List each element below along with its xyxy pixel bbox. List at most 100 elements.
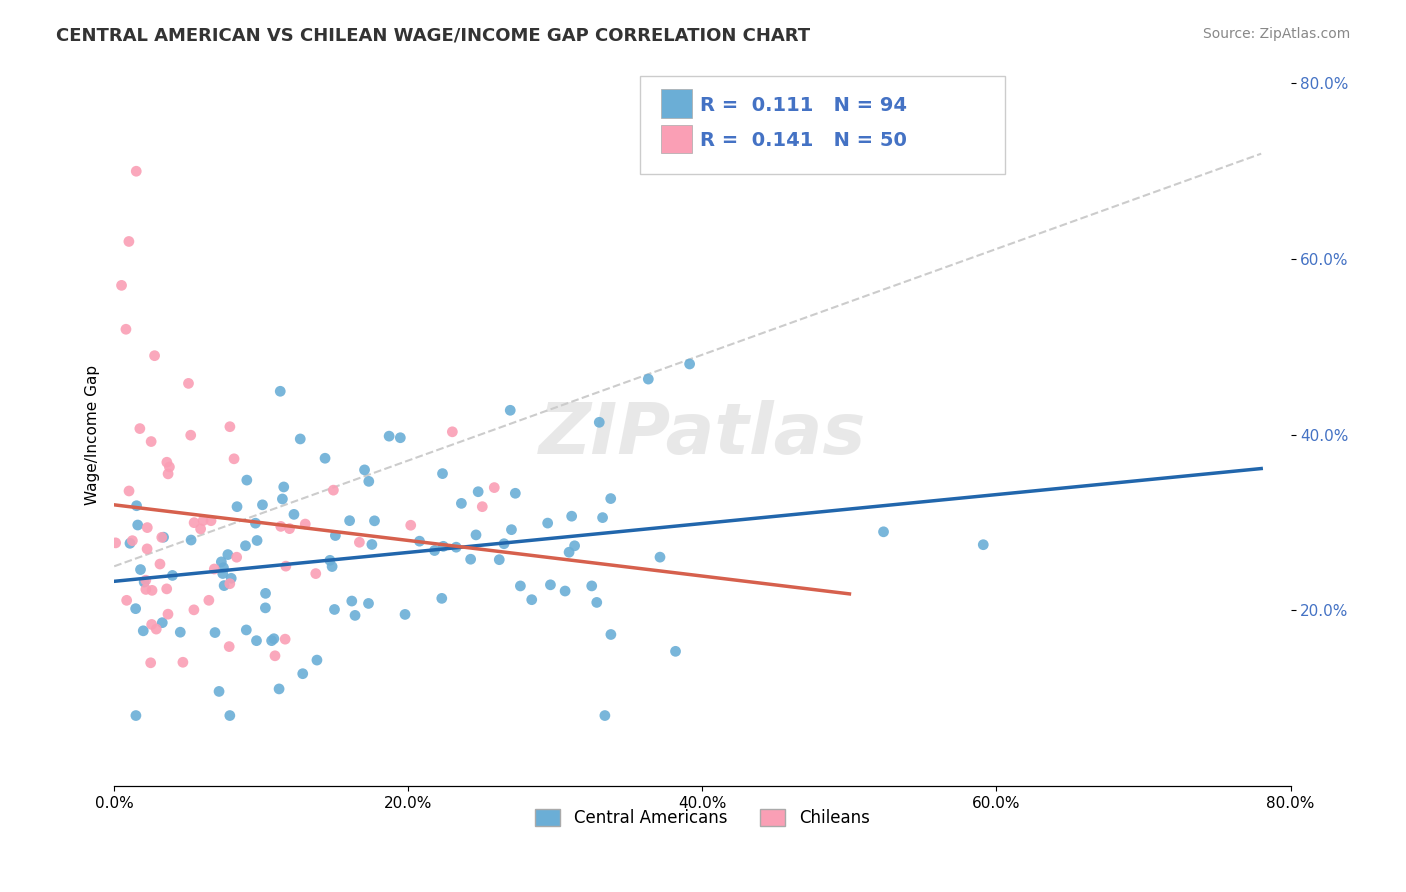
Point	[274, 632, 297, 647]
Point	[432, 467, 454, 481]
Point	[593, 708, 616, 723]
Point	[139, 656, 162, 670]
Point	[121, 533, 143, 548]
Point	[125, 708, 148, 723]
Point	[290, 432, 312, 446]
Point	[150, 615, 173, 630]
Point	[664, 644, 686, 658]
Point	[219, 571, 242, 585]
Point	[180, 533, 202, 547]
Point	[150, 530, 173, 544]
Point	[177, 376, 200, 391]
Point	[157, 459, 180, 474]
Point	[104, 536, 127, 550]
Point	[245, 516, 267, 531]
Point	[136, 520, 159, 534]
Point	[305, 653, 328, 667]
Point	[274, 559, 297, 574]
Point	[432, 539, 454, 553]
Point	[599, 491, 621, 506]
Point	[505, 486, 527, 500]
Point	[236, 473, 259, 487]
Text: CENTRAL AMERICAN VS CHILEAN WAGE/INCOME GAP CORRELATION CHART: CENTRAL AMERICAN VS CHILEAN WAGE/INCOME …	[56, 27, 810, 45]
Point	[118, 483, 141, 498]
Point	[488, 552, 510, 566]
Point	[592, 510, 614, 524]
Point	[132, 624, 155, 638]
Point	[273, 480, 295, 494]
Point	[538, 578, 561, 592]
Point	[460, 552, 482, 566]
Point	[134, 575, 156, 590]
Point	[226, 500, 249, 514]
Point	[152, 530, 174, 544]
Point	[294, 517, 316, 532]
Text: Source: ZipAtlas.com: Source: ZipAtlas.com	[1202, 27, 1350, 41]
Point	[124, 601, 146, 615]
Point	[588, 415, 610, 429]
Point	[127, 518, 149, 533]
Point	[263, 632, 285, 646]
Point	[162, 568, 184, 582]
Point	[172, 655, 194, 669]
Point	[283, 508, 305, 522]
Point	[353, 463, 375, 477]
Point	[349, 535, 371, 549]
Point	[235, 623, 257, 637]
Point	[444, 540, 467, 554]
Point	[492, 537, 515, 551]
Point	[564, 539, 586, 553]
Point	[499, 403, 522, 417]
Point	[465, 528, 488, 542]
Point	[599, 627, 621, 641]
Point	[218, 708, 240, 723]
Point	[450, 496, 472, 510]
Point	[128, 421, 150, 435]
Point	[129, 563, 152, 577]
Point	[180, 428, 202, 442]
Point	[115, 593, 138, 607]
Text: ZIPatlas: ZIPatlas	[538, 401, 866, 469]
Point	[218, 640, 240, 654]
Point	[141, 583, 163, 598]
Point	[209, 555, 232, 569]
Point	[270, 519, 292, 533]
Point	[648, 550, 671, 565]
Point	[423, 543, 446, 558]
Point	[183, 516, 205, 530]
Point	[558, 545, 581, 559]
Point	[156, 607, 179, 622]
Point	[191, 514, 214, 528]
Point	[202, 562, 225, 576]
Point	[135, 573, 157, 587]
Point	[323, 602, 346, 616]
Point	[637, 372, 659, 386]
Point	[208, 684, 231, 698]
Point	[183, 603, 205, 617]
Point	[430, 591, 453, 606]
Point	[225, 550, 247, 565]
Text: R =  0.141   N = 50: R = 0.141 N = 50	[700, 131, 907, 151]
Point	[115, 322, 138, 336]
Point	[190, 522, 212, 536]
Point	[157, 467, 180, 481]
Point	[554, 584, 576, 599]
Point	[441, 425, 464, 439]
Text: R =  0.111   N = 94: R = 0.111 N = 94	[700, 95, 907, 115]
Point	[471, 500, 494, 514]
Point	[357, 597, 380, 611]
Point	[363, 514, 385, 528]
Point	[305, 566, 328, 581]
Point	[143, 349, 166, 363]
Point	[118, 536, 141, 550]
Point	[325, 528, 347, 542]
Point	[972, 538, 994, 552]
Point	[581, 579, 603, 593]
Point	[141, 617, 163, 632]
Point	[399, 518, 422, 533]
Point	[267, 681, 290, 696]
Point	[125, 164, 148, 178]
Point	[125, 499, 148, 513]
Legend: Central Americans, Chileans: Central Americans, Chileans	[529, 802, 876, 834]
Point	[339, 514, 361, 528]
